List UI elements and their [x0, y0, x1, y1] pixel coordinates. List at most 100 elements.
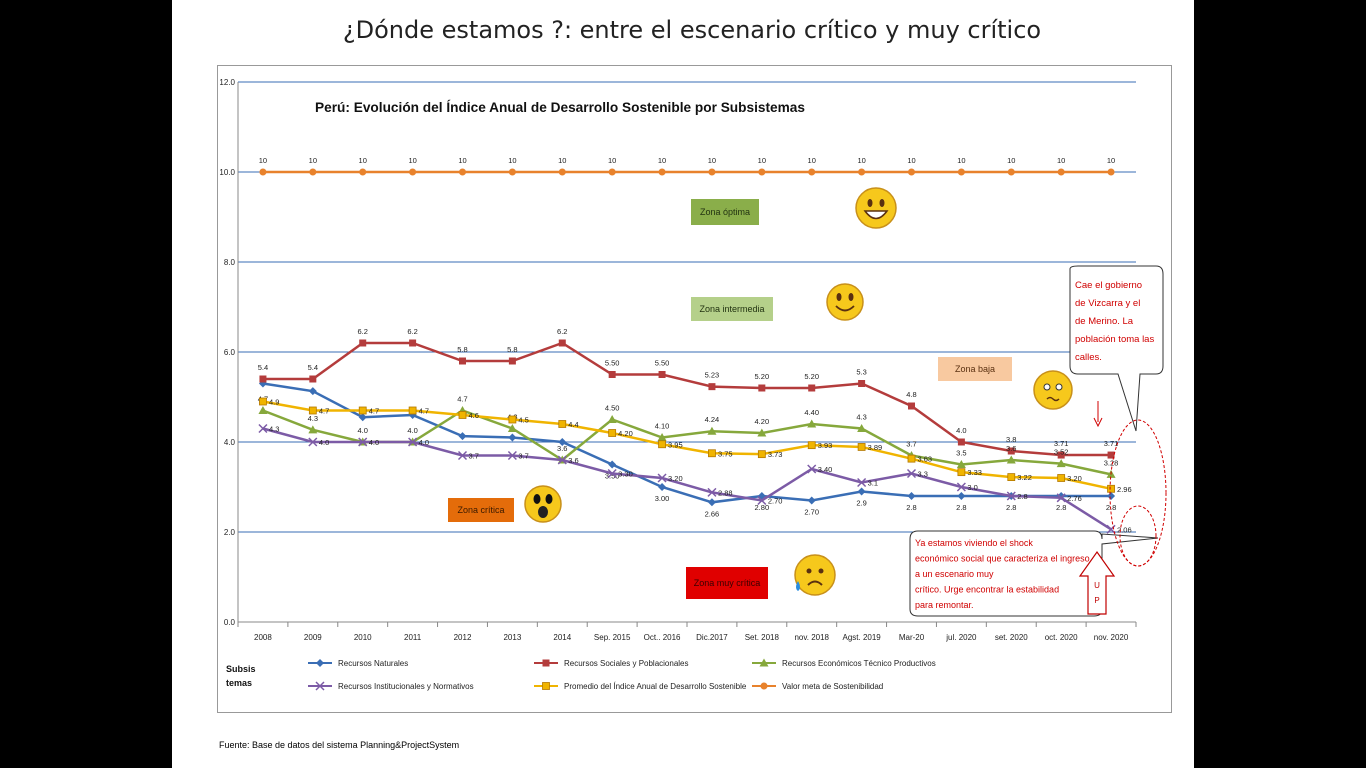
data-point — [1107, 168, 1115, 176]
data-point — [757, 428, 767, 437]
data-point — [308, 406, 317, 415]
legend-title: Subsis — [226, 664, 256, 674]
callout-line: Ya estamos viviendo el shock — [915, 538, 1033, 548]
chart-title: Perú: Evolución del Índice Anual de Desa… — [315, 99, 805, 115]
series-line — [262, 382, 1112, 504]
data-label: 6.2 — [358, 327, 368, 336]
data-label: 3.73 — [768, 450, 783, 459]
source-note: Fuente: Base de datos del sistema Planni… — [219, 740, 460, 750]
data-point — [758, 168, 766, 176]
data-point — [857, 443, 866, 451]
data-point — [542, 659, 550, 667]
data-label: 2.80 — [755, 503, 770, 512]
y-tick-label: 4.0 — [224, 438, 236, 447]
data-point — [956, 482, 966, 492]
data-label: 6.2 — [557, 327, 567, 336]
data-point — [458, 411, 467, 419]
data-label: 5.20 — [804, 372, 819, 381]
data-label: 4.0 — [369, 438, 379, 447]
data-label: 10 — [708, 156, 716, 165]
data-label: 10 — [359, 156, 367, 165]
face-eye — [533, 494, 541, 504]
data-point — [757, 495, 767, 506]
data-point — [658, 168, 666, 176]
data-point — [259, 168, 267, 176]
data-label: 10 — [608, 156, 616, 165]
zone-5: Zona muy crítica — [686, 567, 768, 599]
x-tick-label: 2012 — [454, 633, 472, 642]
data-label: 10 — [1007, 156, 1015, 165]
data-label: 3.7 — [518, 452, 528, 461]
data-point — [457, 450, 468, 461]
legend-item: Recursos Económicos Técnico Productivos — [752, 658, 936, 668]
x-tick-label: 2014 — [553, 633, 571, 642]
data-point — [1107, 484, 1115, 493]
data-label: 4.0 — [319, 438, 329, 447]
face-circle — [826, 283, 864, 321]
data-label: 3.89 — [868, 443, 883, 452]
data-point — [957, 168, 965, 176]
data-point — [409, 339, 417, 347]
data-point — [858, 380, 866, 387]
data-label: 2.9 — [856, 499, 866, 508]
data-point — [906, 468, 917, 479]
callout-line: Cae el gobierno — [1075, 280, 1142, 291]
slide: ¿Dónde estamos ?: entre el escenario crí… — [172, 0, 1194, 768]
zone-label: Zona muy crítica — [694, 578, 761, 588]
data-point — [808, 168, 816, 176]
legend-item: Valor meta de Sostenibilidad — [752, 682, 883, 691]
data-point — [508, 168, 516, 176]
data-label: 3.52 — [1054, 448, 1069, 457]
data-label: 4.7 — [369, 407, 379, 416]
zone-2: Zona intermedia — [691, 297, 773, 321]
x-tick-label: Set. 2018 — [745, 633, 780, 642]
legend-label: Recursos Económicos Técnico Productivos — [782, 659, 936, 668]
data-label: 10 — [1057, 156, 1065, 165]
data-label: 4.7 — [419, 407, 429, 416]
data-label: 3.71 — [1104, 439, 1119, 448]
up-arrow-label: P — [1094, 596, 1099, 605]
data-label: 10 — [508, 156, 516, 165]
zone-4: Zona crítica — [448, 498, 514, 522]
zone-1: Zona óptima — [691, 199, 759, 225]
x-tick-label: 2013 — [503, 633, 521, 642]
data-point — [1107, 451, 1115, 459]
data-label: 2.8 — [956, 503, 966, 512]
data-point — [1007, 168, 1015, 176]
data-point — [858, 168, 866, 176]
data-point — [1006, 455, 1016, 464]
data-point — [558, 168, 566, 176]
data-point — [558, 339, 566, 347]
data-point — [857, 487, 866, 496]
face-mouth — [863, 210, 889, 220]
face-circle — [1033, 370, 1073, 410]
data-label: 2.8 — [1056, 503, 1066, 512]
data-label: 3.8 — [1006, 435, 1016, 444]
x-tick-label: Dic.2017 — [696, 633, 728, 642]
data-point — [507, 450, 517, 461]
data-label: 4.0 — [358, 426, 368, 435]
x-tick-label: 2009 — [304, 633, 322, 642]
callout-line: de Merino. La — [1075, 316, 1134, 327]
data-point — [508, 357, 516, 365]
data-point — [1106, 524, 1116, 534]
data-point — [557, 455, 567, 465]
data-label: 3.33 — [967, 468, 982, 477]
x-tick-label: 2010 — [354, 633, 372, 642]
data-point — [359, 168, 367, 176]
callout-shock: Ya estamos viviendo el shock económico so… — [909, 530, 1159, 617]
data-label: 3.63 — [918, 455, 933, 464]
callout-line: población toma las — [1075, 334, 1154, 345]
data-point — [1056, 459, 1066, 468]
data-point — [408, 437, 418, 447]
data-label: 4.7 — [457, 395, 467, 404]
face-circle — [524, 485, 562, 523]
data-point — [707, 426, 717, 435]
y-tick-label: 12.0 — [219, 78, 235, 87]
data-point — [608, 371, 616, 378]
x-tick-label: Sep. 2015 — [594, 633, 631, 642]
data-label: 4.50 — [605, 404, 620, 413]
data-label: 3.0 — [967, 483, 977, 492]
data-label: 2.8 — [1017, 492, 1027, 501]
data-label: 4.9 — [269, 398, 279, 407]
